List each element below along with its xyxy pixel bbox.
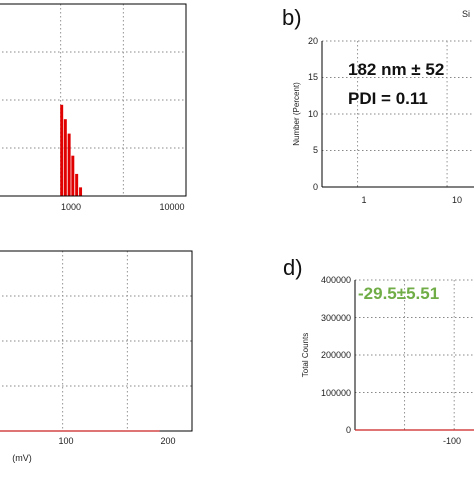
panel-d-y-tick-0: 0 [346, 425, 351, 435]
panel-c-grid [0, 251, 192, 431]
panel-b-y-tick-20: 20 [308, 36, 318, 46]
panel-b: b) Si 0 5 10 15 20 1 10 Number (Percent)… [282, 5, 474, 205]
panel-c: 100 200 (mV) [0, 250, 193, 463]
panel-d-y-axis-label: Total Counts [301, 333, 310, 377]
panel-b-corner-text: Si [462, 9, 470, 19]
panel-b-y-tick-5: 5 [313, 145, 318, 155]
panel-c-x-tick-200: 200 [160, 436, 175, 446]
panel-b-y-tick-10: 10 [308, 109, 318, 119]
panel-a-bar-0 [60, 104, 64, 196]
panel-a-bar-5 [79, 187, 83, 196]
panel-d-grid [355, 279, 474, 430]
panel-a-bar-4 [75, 173, 79, 196]
panel-d-y-tick-100000: 100000 [321, 388, 351, 398]
panel-d-x-tick-minus100: -100 [443, 436, 461, 446]
panel-d-zeta-annotation: -29.5±5.51 [358, 284, 439, 303]
panel-a-x-tick-1000: 1000 [61, 202, 81, 212]
panel-a-plot-frame [0, 3, 187, 197]
panel-d-label: d) [283, 255, 303, 280]
panel-a-bars [60, 104, 83, 196]
panel-b-size-annotation: 182 nm ± 52 [348, 60, 444, 79]
panel-b-y-tick-15: 15 [308, 72, 318, 82]
panel-b-grid [322, 40, 474, 187]
panel-b-label: b) [282, 5, 302, 30]
panel-b-x-tick-10: 10 [452, 195, 462, 205]
panel-d: d) 0 100000 200000 300000 400000 -100 To… [283, 255, 474, 446]
panel-c-x-tick-100: 100 [58, 436, 73, 446]
panel-d-y-tick-300000: 300000 [321, 313, 351, 323]
panel-a-bar-2 [67, 133, 71, 196]
panel-b-pdi-annotation: PDI = 0.11 [348, 89, 428, 108]
panel-a-grid [0, 4, 186, 196]
panel-d-y-tick-400000: 400000 [321, 275, 351, 285]
panel-a-x-tick-10000: 10000 [159, 202, 184, 212]
panel-a-bar-3 [71, 155, 75, 196]
panel-b-y-tick-0: 0 [313, 182, 318, 192]
panel-b-x-tick-1: 1 [361, 195, 366, 205]
panel-a: 1000 10000 [0, 3, 187, 212]
panel-c-x-axis-label: (mV) [12, 453, 32, 463]
panel-a-bar-1 [63, 119, 67, 196]
panel-b-y-axis-label: Number (Percent) [292, 82, 301, 146]
panel-d-y-tick-200000: 200000 [321, 350, 351, 360]
